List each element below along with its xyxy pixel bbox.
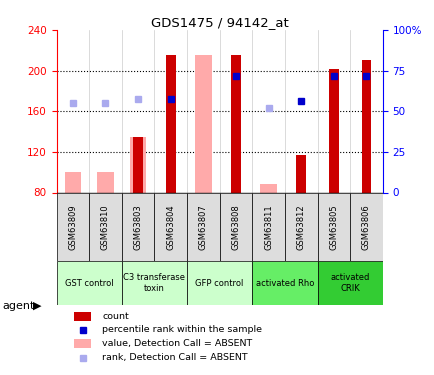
Text: agent: agent (2, 301, 34, 310)
Text: GSM63804: GSM63804 (166, 204, 175, 250)
Bar (89, 192, 122, 261)
Bar (195, 56, 211, 192)
Bar (122, 261, 187, 305)
Bar (130, 136, 146, 192)
Text: ▶: ▶ (33, 301, 41, 310)
Text: GSM63808: GSM63808 (231, 204, 240, 250)
Bar (328, 69, 338, 192)
Text: activated Rho: activated Rho (255, 279, 313, 288)
Bar (56, 261, 122, 305)
Text: GSM63809: GSM63809 (68, 204, 77, 250)
Text: GSM63812: GSM63812 (296, 204, 305, 250)
Bar (252, 192, 284, 261)
Bar (165, 56, 175, 192)
Bar (361, 60, 371, 192)
Bar (260, 184, 276, 192)
Text: count: count (102, 312, 128, 321)
Text: GSM63803: GSM63803 (133, 204, 142, 250)
Bar (56, 192, 89, 261)
Bar (154, 192, 187, 261)
Bar (133, 136, 143, 192)
Bar (74, 312, 91, 321)
Text: GSM63805: GSM63805 (329, 204, 338, 250)
Bar (187, 261, 252, 305)
Bar (317, 261, 382, 305)
Text: rank, Detection Call = ABSENT: rank, Detection Call = ABSENT (102, 353, 247, 362)
Text: GFP control: GFP control (195, 279, 243, 288)
Bar (65, 172, 81, 192)
Bar (187, 192, 219, 261)
Text: GSM63806: GSM63806 (361, 204, 370, 250)
Text: percentile rank within the sample: percentile rank within the sample (102, 326, 262, 334)
Text: GSM63811: GSM63811 (263, 204, 273, 250)
Title: GDS1475 / 94142_at: GDS1475 / 94142_at (151, 16, 288, 29)
Text: activated
CRIK: activated CRIK (330, 273, 369, 293)
Bar (122, 192, 154, 261)
Text: GSM63807: GSM63807 (198, 204, 207, 250)
Bar (317, 192, 349, 261)
Text: value, Detection Call = ABSENT: value, Detection Call = ABSENT (102, 339, 252, 348)
Text: C3 transferase
toxin: C3 transferase toxin (123, 273, 185, 293)
Text: GST control: GST control (65, 279, 113, 288)
Bar (219, 192, 252, 261)
Text: GSM63810: GSM63810 (101, 204, 110, 250)
Bar (284, 192, 317, 261)
Bar (296, 155, 306, 192)
Bar (97, 172, 113, 192)
Bar (230, 56, 240, 192)
Bar (252, 261, 317, 305)
Bar (74, 339, 91, 348)
Bar (349, 192, 382, 261)
